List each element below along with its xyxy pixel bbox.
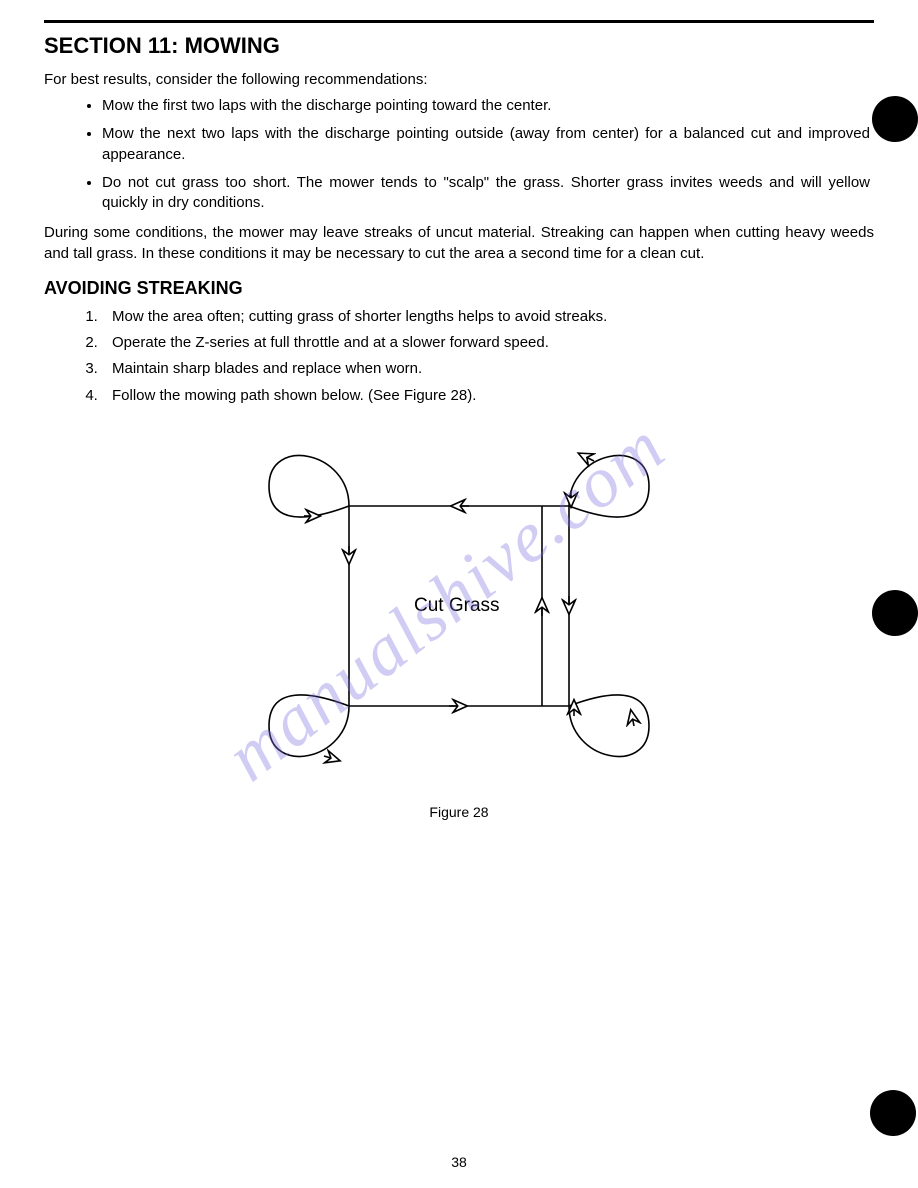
bullet-item: Mow the first two laps with the discharg…	[102, 96, 874, 116]
avoiding-list: Mow the area often; cutting grass of sho…	[44, 307, 874, 406]
avoiding-title: AVOIDING STREAKING	[44, 278, 874, 299]
section-title: SECTION 11: MOWING	[44, 33, 874, 59]
punch-hole	[872, 96, 918, 142]
punch-hole	[870, 1090, 916, 1136]
figure-caption: Figure 28	[44, 804, 874, 820]
streaking-paragraph: During some conditions, the mower may le…	[44, 223, 874, 264]
punch-hole	[872, 590, 918, 636]
figure-label: Cut Grass	[414, 595, 500, 616]
list-item: Mow the area often; cutting grass of sho…	[102, 307, 874, 327]
mowing-path-diagram: Cut Grass	[239, 416, 679, 796]
recommendation-list: Mow the first two laps with the discharg…	[44, 96, 874, 213]
page-number: 38	[0, 1154, 918, 1170]
figure-28: Cut Grass Figure 28	[44, 416, 874, 820]
list-item: Follow the mowing path shown below. (See…	[102, 386, 874, 406]
intro-text: For best results, consider the following…	[44, 71, 874, 88]
bullet-item: Mow the next two laps with the discharge…	[102, 124, 874, 165]
list-item: Maintain sharp blades and replace when w…	[102, 359, 874, 379]
bullet-item: Do not cut grass too short. The mower te…	[102, 173, 874, 214]
top-rule	[44, 20, 874, 23]
list-item: Operate the Z-series at full throttle an…	[102, 333, 874, 353]
